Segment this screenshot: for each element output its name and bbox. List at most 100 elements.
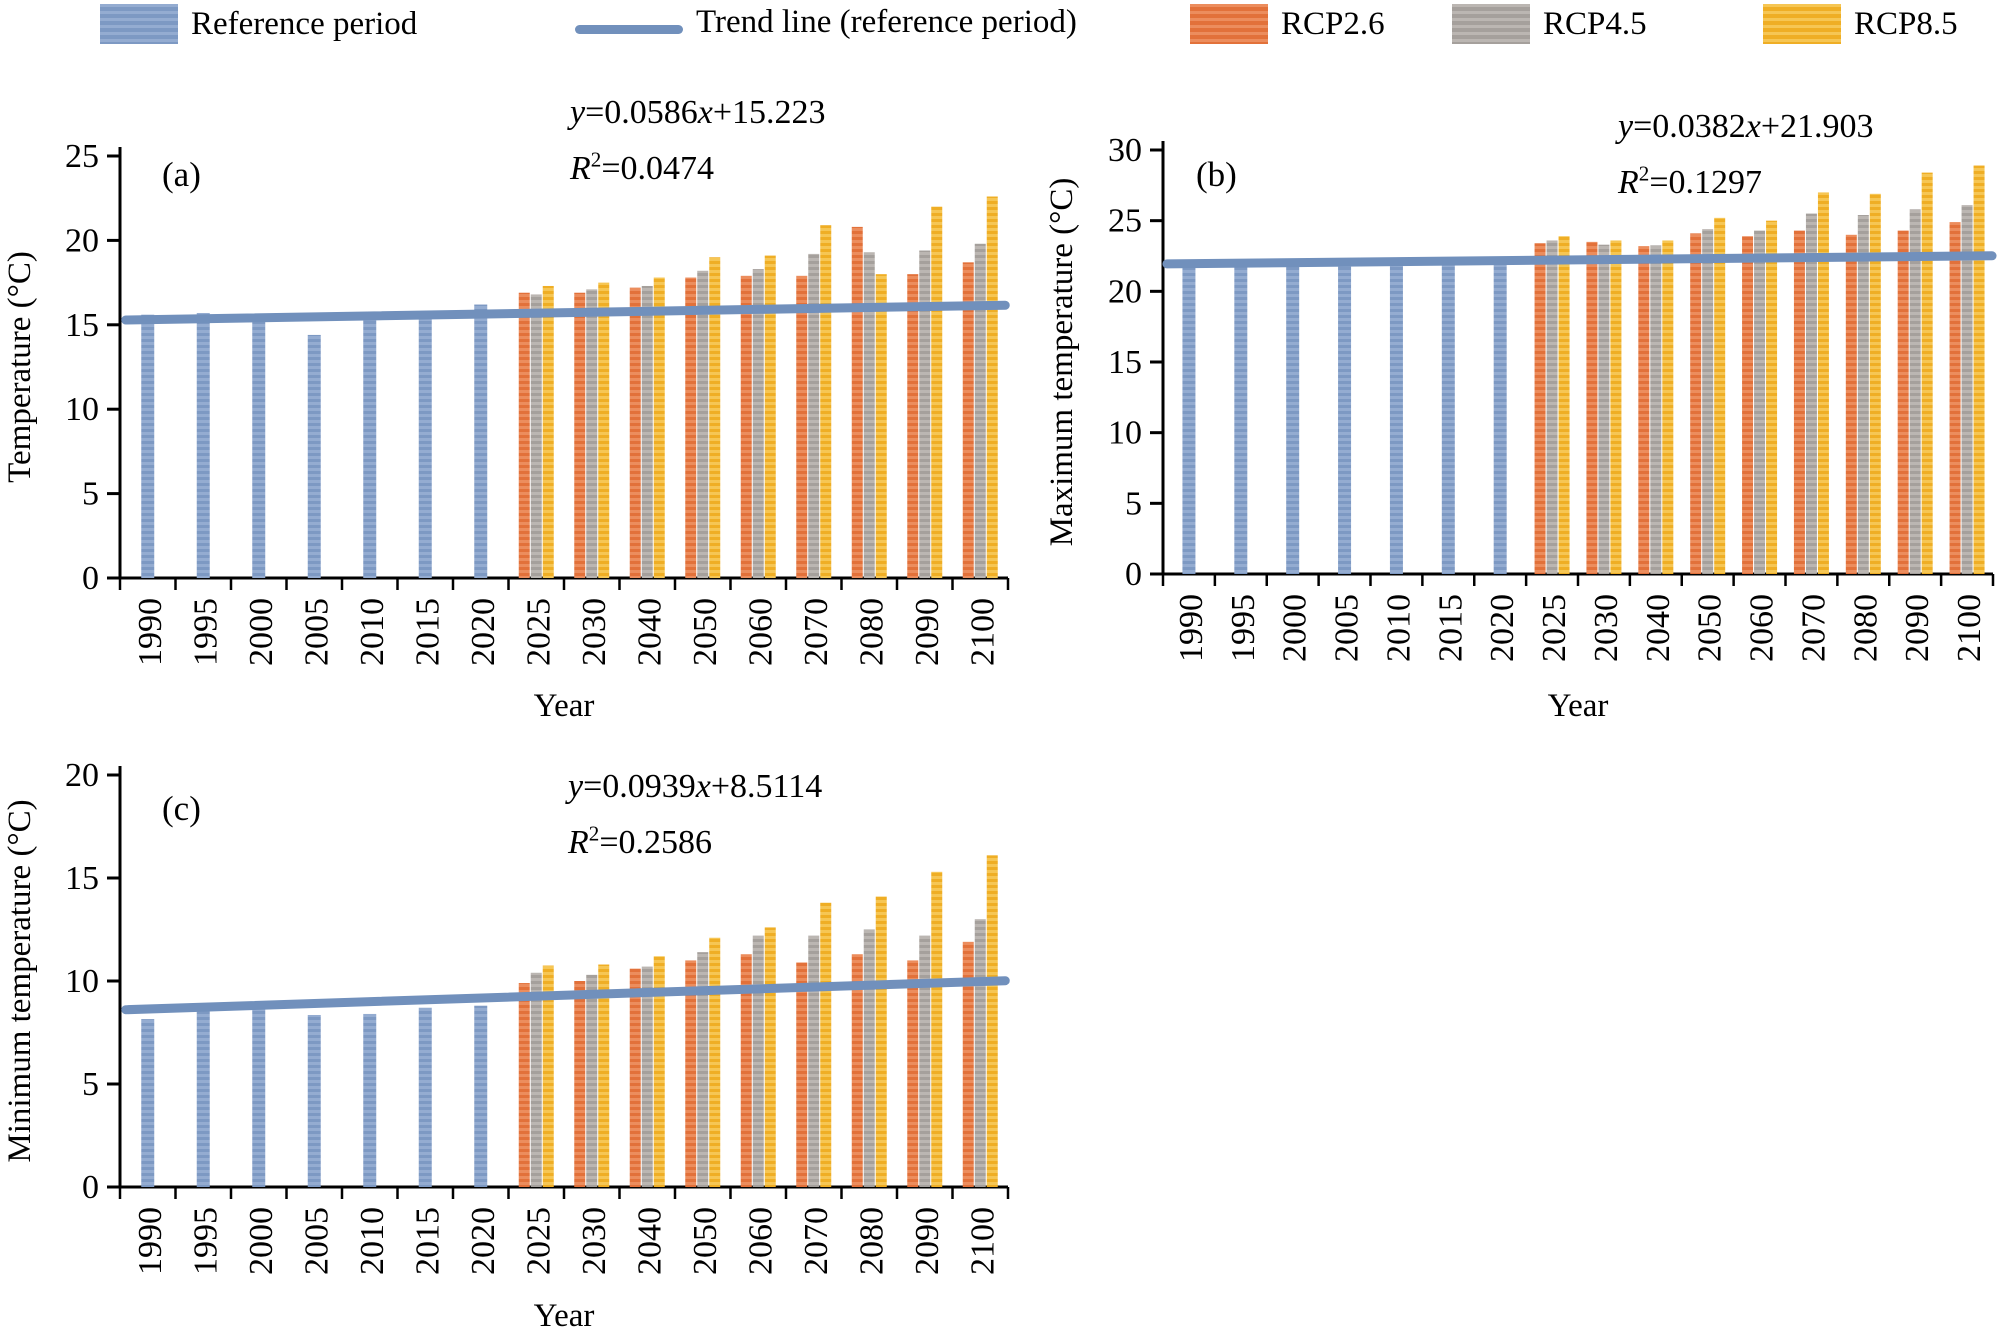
- bar-2080-rcp45: [1857, 215, 1869, 574]
- equation-r2-a: R2=0.0474: [570, 147, 715, 187]
- bar-2100-rcp45: [974, 243, 986, 578]
- bar-2015-reference: [418, 316, 432, 578]
- x-tick-label-a-2080: 2080: [853, 598, 890, 666]
- x-tick-label-b-1995: 1995: [1225, 594, 1262, 662]
- bar-2050-rcp85: [709, 257, 721, 578]
- bar-2040-rcp26: [629, 287, 641, 578]
- x-tick-label-a-2005: 2005: [298, 598, 335, 666]
- bar-2100-rcp45: [974, 919, 986, 1187]
- equation-line1-b: y=0.0382x+21.903: [1618, 108, 1874, 145]
- bar-2040-rcp45: [1650, 245, 1662, 574]
- y-axis-title-c: Minimum temperature (°C): [2, 799, 38, 1162]
- bar-2010-reference: [363, 319, 377, 578]
- bar-2100-rcp85: [986, 196, 998, 578]
- bar-2060-rcp45: [1754, 230, 1766, 574]
- bar-2090-rcp85: [931, 206, 943, 578]
- y-axis-title-a: Temperature (°C): [2, 251, 38, 483]
- bar-2020-reference: [474, 1005, 488, 1187]
- x-tick-label-b-2090: 2090: [1899, 594, 1936, 662]
- x-tick-label-b-2070: 2070: [1795, 594, 1832, 662]
- legend-label: RCP8.5: [1854, 5, 1958, 42]
- x-tick-label-a-1995: 1995: [187, 598, 224, 666]
- x-tick-label-a-2050: 2050: [687, 598, 724, 666]
- rcp85-swatch-icon: [1763, 4, 1841, 44]
- x-tick-label-a-2100: 2100: [964, 598, 1001, 666]
- bar-2050-rcp85: [1714, 217, 1726, 574]
- y-tick-label-a-25: 25: [65, 138, 99, 175]
- x-tick-label-c-2020: 2020: [465, 1207, 502, 1275]
- y-tick-label-a-20: 20: [65, 222, 99, 259]
- trend-line-swatch-icon: [575, 25, 683, 34]
- bar-2070-rcp85: [820, 225, 832, 578]
- bar-2050-rcp45: [697, 952, 709, 1187]
- bar-2025-rcp26: [518, 983, 530, 1187]
- bar-2005-reference: [307, 334, 321, 578]
- bar-2060-rcp85: [764, 927, 776, 1187]
- rcp45-swatch-icon: [1452, 4, 1530, 44]
- bar-2100-rcp85: [986, 855, 998, 1187]
- x-tick-label-a-2010: 2010: [354, 598, 391, 666]
- x-tick-label-c-2030: 2030: [576, 1207, 613, 1275]
- legend-label: Reference period: [191, 5, 418, 42]
- bar-2015-reference: [418, 1007, 432, 1187]
- x-tick-label-b-2020: 2020: [1484, 594, 1521, 662]
- bar-2015-reference: [1441, 259, 1455, 574]
- bar-2090-rcp85: [931, 871, 943, 1187]
- trend-line-b: [1162, 251, 1997, 269]
- bar-2090-rcp85: [1921, 172, 1933, 574]
- bar-2025-rcp85: [1558, 236, 1570, 575]
- bar-2005-reference: [1338, 263, 1352, 574]
- equation-r2-b: R2=0.1297: [1618, 161, 1763, 201]
- bar-2060-rcp26: [740, 275, 752, 578]
- equation-line1-a: y=0.0586x+15.223: [570, 94, 826, 131]
- y-tick-label-a-10: 10: [65, 391, 99, 428]
- x-axis-title-b: Year: [1548, 688, 1609, 724]
- bar-2030-rcp45: [586, 289, 598, 578]
- bar-1990-reference: [141, 1019, 155, 1187]
- x-tick-label-a-2040: 2040: [631, 598, 668, 666]
- panel-c: 0 5 10 15 20 1990 1995 2000 2005 2010 2015 2020 2025…: [2, 757, 1010, 1334]
- x-tick-label-c-2005: 2005: [298, 1207, 335, 1275]
- panel-label-a: (a): [162, 155, 201, 194]
- bar-2000-reference: [1286, 263, 1300, 574]
- x-tick-label-c-1990: 1990: [132, 1207, 169, 1275]
- x-tick-label-a-2025: 2025: [520, 598, 557, 666]
- x-tick-label-b-2010: 2010: [1380, 594, 1417, 662]
- x-tick-label-c-2100: 2100: [964, 1207, 1001, 1275]
- equation-line1-c: y=0.0939x+8.5114: [568, 768, 823, 805]
- x-tick-label-a-2090: 2090: [909, 598, 946, 666]
- bar-2070-rcp26: [796, 275, 808, 578]
- bar-2080-rcp85: [1869, 193, 1881, 574]
- x-tick-label-a-2030: 2030: [576, 598, 613, 666]
- bar-2090-rcp26: [1897, 230, 1909, 574]
- bar-2070-rcp85: [1817, 192, 1829, 574]
- bar-2080-rcp45: [863, 929, 875, 1187]
- bar-2050-rcp26: [685, 277, 697, 578]
- x-tick-label-c-2080: 2080: [853, 1207, 890, 1275]
- x-tick-label-b-2060: 2060: [1744, 594, 1781, 662]
- y-tick-label-b-15: 15: [1108, 344, 1142, 381]
- bar-2020-reference: [1493, 263, 1507, 574]
- x-tick-label-c-2015: 2015: [409, 1207, 446, 1275]
- y-axis-title-b: Maximum temperature (°C): [1044, 178, 1080, 547]
- bar-2090-rcp45: [919, 935, 931, 1187]
- trend-line-a: [121, 300, 1010, 325]
- bar-2030-rcp45: [1598, 244, 1610, 574]
- bar-2070-rcp26: [1793, 230, 1805, 574]
- bar-2090-rcp26: [907, 960, 919, 1187]
- bar-2000-reference: [252, 1002, 266, 1187]
- y-tick-label-b-10: 10: [1108, 415, 1142, 452]
- x-tick-label-c-2050: 2050: [687, 1207, 724, 1275]
- bar-2030-rcp45: [586, 974, 598, 1187]
- y-tick-label-c-5: 5: [82, 1066, 99, 1103]
- x-axis-title-c: Year: [534, 1298, 595, 1334]
- reference-period-swatch-icon: [100, 4, 178, 44]
- bar-2070-rcp26: [796, 962, 808, 1187]
- bar-1990-reference: [1182, 265, 1196, 574]
- bar-1995-reference: [1234, 261, 1248, 574]
- y-tick-label-c-10: 10: [65, 963, 99, 1000]
- bar-2030-rcp85: [1610, 240, 1622, 574]
